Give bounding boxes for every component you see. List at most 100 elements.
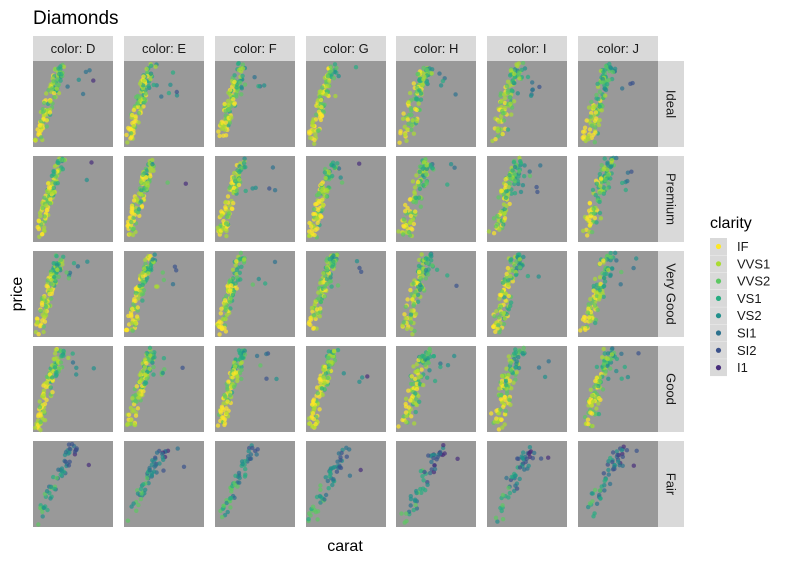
panel-points [491, 252, 541, 335]
scatter-point [498, 209, 504, 214]
scatter-point [532, 450, 537, 456]
scatter-point [44, 283, 49, 289]
scatter-point [493, 137, 498, 142]
scatter-point [409, 374, 414, 379]
panel-points [490, 60, 542, 144]
scatter-point [151, 168, 156, 173]
scatter-point [53, 347, 59, 353]
scatter-point [49, 277, 54, 283]
scatter-point [129, 112, 135, 118]
scatter-point [335, 161, 340, 166]
scatter-point [597, 488, 603, 493]
scatter-point [424, 181, 429, 186]
scatter-point [44, 397, 49, 403]
scatter-point [404, 127, 410, 132]
scatter-point [134, 287, 139, 292]
scatter-point [594, 116, 599, 121]
scatter-point [39, 300, 45, 306]
scatter-point [612, 464, 617, 470]
scatter-point [425, 260, 430, 266]
scatter-point [326, 349, 331, 354]
scatter-point [400, 417, 405, 423]
scatter-point [595, 307, 600, 313]
scatter-point [497, 227, 502, 232]
panel-points [35, 156, 94, 239]
scatter-point [592, 276, 598, 282]
scatter-point [219, 213, 224, 218]
scatter-point [606, 472, 611, 477]
scatter-point [503, 185, 508, 191]
scatter-point [233, 482, 238, 488]
scatter-point [223, 316, 228, 322]
scatter-point [521, 450, 526, 455]
scatter-point [124, 132, 129, 138]
scatter-point [507, 173, 512, 178]
scatter-point [593, 192, 598, 198]
scatter-point [506, 278, 511, 283]
scatter-point [319, 181, 324, 187]
scatter-point [415, 97, 420, 102]
scatter-point [234, 85, 239, 90]
scatter-point [72, 449, 78, 454]
scatter-point [59, 469, 65, 474]
scatter-point [144, 175, 149, 180]
scatter-point [505, 79, 511, 84]
panel-points [125, 446, 187, 523]
scatter-point [528, 93, 534, 99]
scatter-point [516, 70, 522, 76]
scatter-point [324, 84, 330, 89]
panel-points [581, 155, 634, 238]
scatter-point [403, 316, 408, 321]
scatter-point [403, 222, 409, 228]
scatter-point [215, 225, 220, 230]
scatter-point [593, 110, 599, 115]
scatter-point [332, 165, 337, 170]
scatter-point [312, 137, 317, 143]
scatter-point [454, 283, 459, 288]
scatter-point [425, 272, 431, 277]
scatter-point [538, 163, 543, 168]
scatter-point [161, 468, 166, 473]
scatter-point [629, 169, 634, 174]
scatter-point [227, 299, 233, 305]
scatter-point [501, 118, 507, 123]
scatter-point [615, 452, 620, 458]
scatter-point [133, 298, 138, 304]
scatter-point [587, 127, 593, 132]
scatter-point [161, 277, 167, 283]
scatter-point [48, 99, 53, 104]
scatter-point [315, 98, 321, 103]
scatter-point [322, 367, 327, 373]
scatter-point [597, 492, 602, 498]
panel-points [32, 347, 97, 433]
panel-points [123, 252, 179, 333]
scatter-point [237, 475, 242, 481]
scatter-point [413, 409, 418, 415]
scatter-point [219, 306, 224, 311]
scatter-point [414, 397, 419, 402]
scatter-point [51, 261, 56, 266]
scatter-point [452, 353, 457, 359]
column-strip-label: color: G [323, 41, 369, 56]
scatter-point [426, 453, 431, 458]
scatter-point [429, 254, 434, 259]
scatter-point [417, 287, 423, 292]
x-axis-title: carat [327, 538, 363, 555]
scatter-point [75, 264, 81, 269]
scatter-point [514, 259, 519, 264]
scatter-point [605, 462, 610, 467]
scatter-point [592, 140, 597, 145]
scatter-point [411, 400, 416, 405]
scatter-point [225, 509, 230, 515]
scatter-point [41, 393, 47, 398]
scatter-point [44, 304, 49, 310]
scatter-point [136, 502, 141, 508]
scatter-point [408, 398, 413, 403]
scatter-point [505, 127, 511, 132]
scatter-point [151, 364, 156, 370]
scatter-point [499, 98, 504, 104]
scatter-point [44, 91, 49, 96]
scatter-point [138, 106, 143, 111]
scatter-point [228, 306, 233, 311]
scatter-point [144, 476, 150, 481]
